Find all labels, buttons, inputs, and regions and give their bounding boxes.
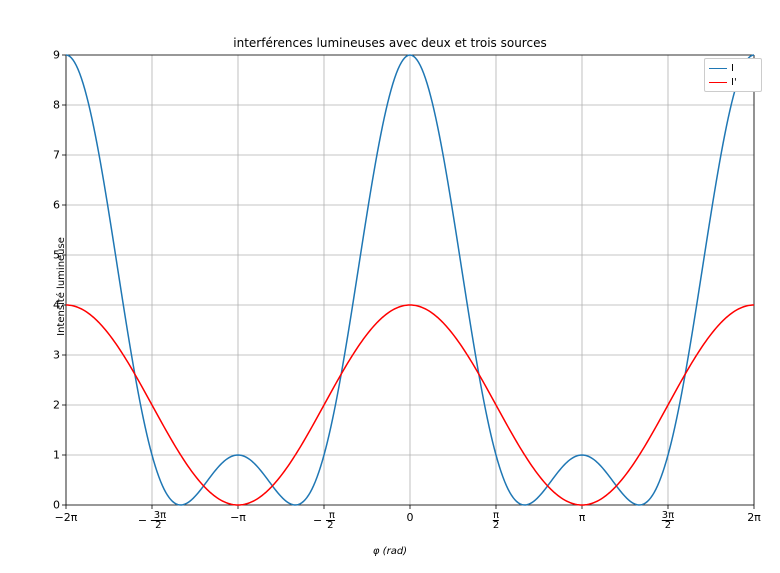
y-tick-label: 5 (44, 249, 60, 262)
y-tick-label: 0 (44, 499, 60, 512)
x-tick-label: 0 (407, 511, 414, 524)
x-tick-label: − π2 (313, 511, 335, 530)
y-tick-label: 7 (44, 149, 60, 162)
legend-item: I' (709, 75, 757, 89)
legend-swatch (709, 82, 727, 83)
y-tick-label: 3 (44, 349, 60, 362)
y-tick-label: 9 (44, 49, 60, 62)
legend-box: I I' (704, 58, 762, 92)
x-tick-label: π (579, 511, 586, 524)
y-tick-label: 2 (44, 399, 60, 412)
x-tick-label: 3π2 (662, 511, 674, 531)
figure: interférences lumineuses avec deux et tr… (0, 0, 780, 573)
legend-label: I' (731, 77, 737, 88)
x-tick-label: −π (230, 511, 246, 524)
legend-item: I (709, 61, 757, 75)
legend-label: I (731, 63, 734, 74)
x-tick-label: −2π (55, 511, 78, 524)
y-tick-label: 1 (44, 449, 60, 462)
x-tick-label: − 3π2 (138, 511, 166, 530)
chart-svg (0, 0, 780, 573)
x-tick-label: 2π (747, 511, 761, 524)
legend-swatch (709, 68, 727, 69)
x-tick-label: π2 (493, 511, 499, 531)
y-tick-label: 6 (44, 199, 60, 212)
y-tick-label: 4 (44, 299, 60, 312)
y-tick-label: 8 (44, 99, 60, 112)
